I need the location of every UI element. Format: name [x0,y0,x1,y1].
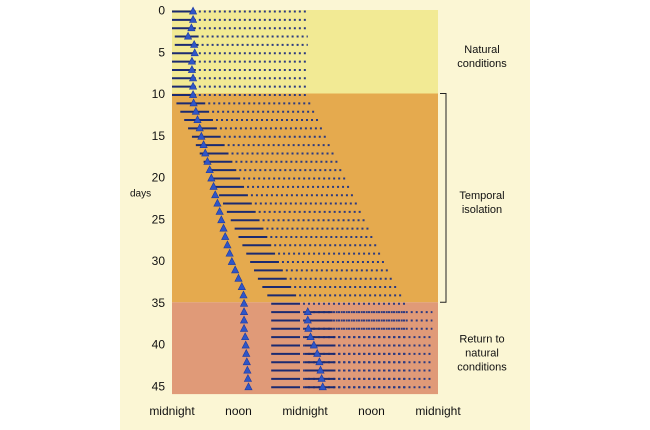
onset-marker [231,265,240,274]
region-band [172,10,438,94]
onset-marker [315,357,324,366]
onset-marker [187,65,197,73]
actogram-figure: 0 5 10 15 20 25 30 35 40 45 midnight noon midnight n… [120,0,530,430]
y-tick-label: 25 [152,212,166,226]
region-label: Temporal isolation [459,190,504,216]
y-tick-label: 5 [158,45,165,59]
onset-marker [306,332,315,341]
onset-marker [187,23,196,32]
onset-marker [316,365,325,374]
onset-marker [193,115,202,123]
onset-marker [303,307,312,316]
onset-marker [243,365,252,374]
x-tick-label: midnight [149,404,195,418]
onset-marker [318,382,327,391]
y-tick-label: 20 [152,171,166,185]
onset-marker [188,6,198,15]
onset-markers [183,6,327,391]
region-band [172,302,438,395]
onset-marker [203,156,212,165]
onset-marker [227,257,236,265]
onset-marker [241,340,250,349]
onset-marker [225,248,234,257]
onset-marker [244,382,253,391]
onset-marker [188,90,198,98]
y-tick-label: 0 [158,4,165,18]
x-tick-label: midnight [415,404,461,418]
onset-marker [188,73,198,82]
region-labels: Natural conditions Temporal isolation Return… [457,44,507,373]
onset-marker [199,140,208,148]
onset-marker [223,240,232,249]
x-tick-label: midnight [282,404,328,418]
y-tick-label: 35 [152,296,166,310]
onset-marker [183,31,193,40]
y-axis-label: days [130,189,151,200]
x-tick-label: noon [225,404,252,418]
onset-marker [239,307,249,316]
onset-marker [303,315,312,324]
actogram-plot: 0 5 10 15 20 25 30 35 40 45 midnight noon midnight n… [130,4,507,419]
y-axis-ticks: 0 5 10 15 20 25 30 35 40 45 [152,4,166,394]
temporal-isolation-bracket [440,93,447,303]
x-axis-ticks: midnight noon midnight noon midnight [149,404,461,418]
onset-marker [189,98,198,107]
onset-marker [219,223,228,232]
onset-marker [309,340,318,349]
onset-marker [317,373,326,382]
onset-marker [213,198,222,207]
onset-marker [191,106,200,115]
y-tick-label: 30 [152,254,166,268]
onset-marker [242,357,251,366]
onset-marker [187,56,197,65]
onset-marker [195,123,204,132]
onset-marker [241,332,250,341]
onset-marker [201,148,210,157]
onset-marker [313,348,322,357]
bracket-line [440,93,447,303]
onset-marker [237,282,246,290]
onset-marker [239,290,248,299]
x-tick-label: noon [358,404,385,418]
y-tick-label: 15 [152,129,166,143]
y-tick-label: 10 [152,87,166,101]
onset-marker [239,323,249,332]
onset-marker [190,39,199,48]
onset-marker [215,206,224,215]
onset-marker [304,323,313,332]
region-label: Natural conditions [457,44,507,70]
region-label: Return to natural conditions [457,333,507,373]
onset-marker [217,215,226,224]
onset-marker [188,14,198,23]
onset-marker [239,315,249,324]
onset-marker [211,190,220,199]
y-tick-label: 45 [152,379,166,393]
onset-marker [207,173,216,182]
onset-marker [234,273,243,282]
onset-marker [239,298,249,307]
onset-marker [221,232,230,240]
onset-marker [190,48,199,57]
y-tick-label: 40 [152,338,166,352]
onset-marker [188,81,198,90]
onset-marker [209,181,218,190]
onset-marker [242,348,251,357]
onset-marker [197,131,206,140]
onset-marker [205,165,214,174]
onset-marker [243,373,253,382]
